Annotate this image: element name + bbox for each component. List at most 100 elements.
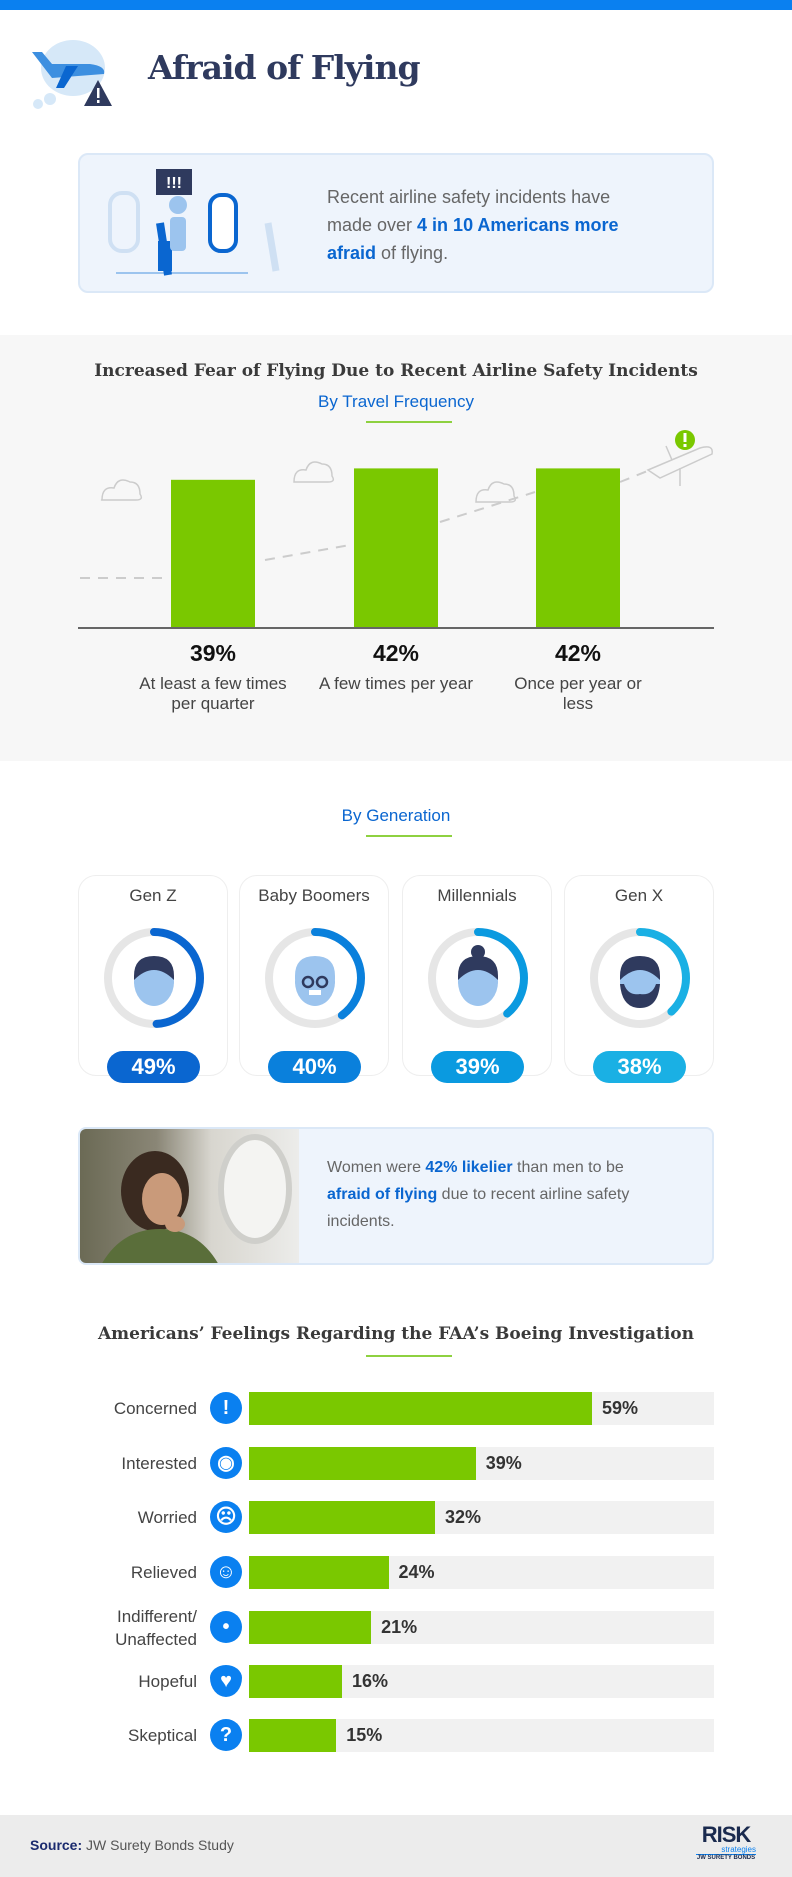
risk-strategies-logo: RISK strategies JW SURETY BONDS bbox=[696, 1822, 756, 1861]
avatar-icon bbox=[134, 956, 174, 1006]
question-icon: ? bbox=[210, 1719, 242, 1751]
plane-warning-icon bbox=[32, 40, 112, 109]
generation-label: Gen X bbox=[614, 886, 664, 905]
women-text-part: Women were bbox=[327, 1159, 426, 1176]
relieved-face-icon: ☺ bbox=[210, 1556, 242, 1588]
women-highlight: 42% likelier bbox=[425, 1159, 513, 1176]
feeling-label: Relieved bbox=[130, 1563, 197, 1582]
bar-track: 21% bbox=[249, 1611, 714, 1644]
bar bbox=[249, 1556, 389, 1589]
women-text-part: due to recent airline safety incidents. bbox=[327, 1186, 630, 1230]
intro-text: Recent airline safety incidents have mad… bbox=[327, 183, 657, 267]
source-label: Source: bbox=[30, 1837, 83, 1853]
bar-category-label: A few times per year bbox=[318, 674, 473, 693]
chart-decoration bbox=[80, 430, 713, 579]
generation-percent-badge: 40% bbox=[268, 1051, 361, 1083]
bar-value-label: 39% bbox=[189, 640, 237, 666]
subtitle-underline bbox=[366, 835, 452, 837]
bar-value-label: 15% bbox=[346, 1725, 383, 1745]
bar bbox=[249, 1665, 342, 1698]
generation-label: Baby Boomers bbox=[258, 886, 370, 905]
bar bbox=[354, 468, 438, 628]
women-callout bbox=[78, 1127, 714, 1265]
generation-card: Millennials 39% bbox=[402, 875, 552, 1083]
avatar-icon bbox=[458, 945, 498, 1006]
subtitle-underline bbox=[366, 421, 452, 423]
source-text: JW Surety Bonds Study bbox=[82, 1837, 234, 1853]
bar bbox=[249, 1447, 476, 1480]
bar bbox=[536, 468, 620, 628]
women-text: Women were 42% likelier than men to be a… bbox=[327, 1154, 657, 1235]
top-accent-bar bbox=[0, 0, 792, 10]
bar-value-label: 24% bbox=[398, 1562, 435, 1582]
generation-label: Gen Z bbox=[129, 886, 177, 905]
progress-arc bbox=[104, 928, 204, 1028]
progress-ring bbox=[265, 928, 365, 1028]
bar bbox=[249, 1719, 337, 1752]
title-underline bbox=[366, 1355, 452, 1357]
bar-value-label: 32% bbox=[445, 1507, 482, 1527]
bar-value-label: 42% bbox=[372, 640, 420, 666]
generation-card: Gen Z 49% bbox=[78, 875, 228, 1083]
feeling-label: Skeptical bbox=[128, 1726, 197, 1745]
exclamation-icon: ! bbox=[210, 1392, 242, 1424]
bar bbox=[249, 1611, 372, 1644]
feeling-label: Indifferent/ Unaffected bbox=[115, 1607, 197, 1649]
bar-category-label: Once per year or less bbox=[514, 674, 642, 713]
bar-track: 16% bbox=[249, 1665, 714, 1698]
generation-percent-badge: 49% bbox=[107, 1051, 200, 1083]
generation-card: Baby Boomers 40% bbox=[239, 875, 389, 1083]
bar bbox=[249, 1392, 592, 1425]
bar-track: 59% bbox=[249, 1392, 714, 1425]
generation-card: Gen X 38% bbox=[564, 875, 714, 1083]
bar-track: 24% bbox=[249, 1556, 714, 1589]
women-highlight: afraid of flying bbox=[327, 1186, 438, 1203]
generation-percent-badge: 39% bbox=[431, 1051, 524, 1083]
women-text-part: than men to be bbox=[512, 1159, 624, 1176]
heart-icon: ♥ bbox=[210, 1665, 242, 1697]
progress-arc bbox=[428, 928, 528, 1028]
generation-percent-badge: 38% bbox=[593, 1051, 686, 1083]
sad-face-icon: ☹ bbox=[210, 1501, 242, 1533]
bar-value-label: 16% bbox=[352, 1671, 389, 1691]
progress-ring bbox=[590, 928, 690, 1028]
generation-label: Millennials bbox=[437, 886, 517, 905]
bar-track: 39% bbox=[249, 1447, 714, 1480]
anxious-woman-photo bbox=[80, 1129, 299, 1263]
avatar-icon bbox=[620, 956, 660, 1008]
eye-icon: ◉ bbox=[210, 1447, 242, 1479]
speech-bubble-text: !!! bbox=[166, 175, 182, 192]
bar-category-label: At least a few times per quarter bbox=[139, 674, 287, 713]
bar bbox=[249, 1501, 435, 1534]
chart-subtitle: By Travel Frequency bbox=[318, 392, 474, 411]
page-title: Afraid of Flying bbox=[148, 48, 421, 87]
progress-ring bbox=[428, 928, 528, 1028]
neutral-face-icon: • bbox=[210, 1611, 242, 1643]
feelings-chart-title: Americans’ Feelings Regarding the FAA’s … bbox=[97, 1324, 694, 1344]
bar-value-label: 39% bbox=[485, 1453, 522, 1473]
feeling-label: Interested bbox=[121, 1454, 197, 1473]
chart-title: Increased Fear of Flying Due to Recent A… bbox=[94, 361, 698, 381]
progress-arc bbox=[265, 928, 365, 1028]
intro-callout: !!! bbox=[78, 153, 714, 293]
feeling-label: Hopeful bbox=[138, 1672, 197, 1691]
bar bbox=[171, 479, 255, 628]
feeling-label: Worried bbox=[137, 1508, 197, 1527]
avatar-icon bbox=[295, 956, 335, 1006]
footer: Source: JW Surety Bonds Study RISK strat… bbox=[0, 1815, 792, 1877]
bar-track: 15% bbox=[249, 1719, 714, 1752]
intro-text-part: Recent airline safety incidents have mad… bbox=[327, 187, 611, 235]
bar-value-label: 42% bbox=[554, 640, 602, 666]
source-note: Source: JW Surety Bonds Study bbox=[30, 1837, 234, 1853]
travel-frequency-chart bbox=[78, 468, 714, 629]
progress-ring bbox=[104, 928, 204, 1028]
progress-arc bbox=[590, 928, 690, 1028]
anxious-passenger-illustration: !!! bbox=[108, 169, 280, 276]
intro-text-part: of flying. bbox=[376, 243, 449, 263]
bar-value-label: 21% bbox=[381, 1617, 418, 1637]
bar-value-label: 59% bbox=[601, 1398, 638, 1418]
generation-subtitle: By Generation bbox=[341, 806, 451, 825]
intro-highlight: 4 in 10 Americans more afraid bbox=[327, 215, 619, 263]
bar-track: 32% bbox=[249, 1501, 714, 1534]
feeling-label: Concerned bbox=[113, 1399, 197, 1418]
